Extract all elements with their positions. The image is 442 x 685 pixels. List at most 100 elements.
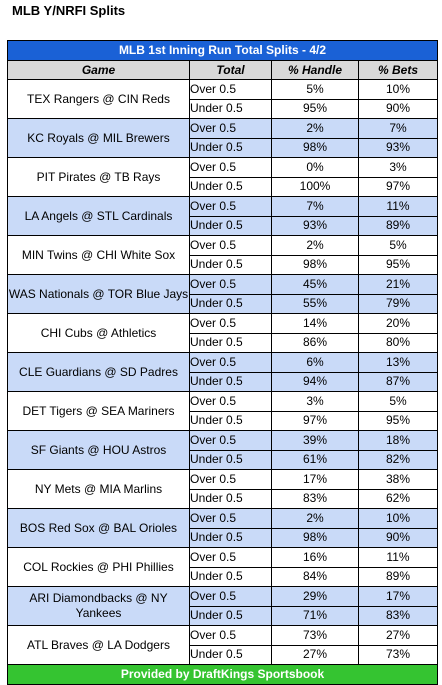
bets-cell: 20% <box>358 313 438 334</box>
handle-cell: 100% <box>271 176 359 197</box>
total-cell: Over 0.5 <box>189 391 272 412</box>
handle-cell: 3% <box>271 391 359 412</box>
table-row-over: ATL Braves @ LA Dodgers Over 0.5 73% 27% <box>7 625 438 665</box>
bets-cell: 10% <box>358 79 438 100</box>
game-cell: ATL Braves @ LA Dodgers <box>7 625 190 665</box>
handle-cell: 84% <box>271 566 359 587</box>
total-cell: Under 0.5 <box>189 488 272 509</box>
bets-cell: 83% <box>358 605 438 626</box>
bets-cell: 95% <box>358 254 438 275</box>
bets-cell: 73% <box>358 644 438 665</box>
game-cell: CLE Guardians @ SD Padres <box>7 352 190 392</box>
table-row-under: Under 0.5 94% 87% <box>8 371 438 392</box>
bets-cell: 62% <box>358 488 438 509</box>
table-row-under: Under 0.5 71% 83% <box>8 605 438 626</box>
total-cell: Under 0.5 <box>189 527 272 548</box>
handle-cell: 95% <box>271 98 359 119</box>
total-cell: Over 0.5 <box>189 586 272 607</box>
bets-cell: 90% <box>358 98 438 119</box>
bets-cell: 90% <box>358 527 438 548</box>
handle-cell: 73% <box>271 625 359 646</box>
table-row-over: TEX Rangers @ CIN Reds Over 0.5 5% 10% <box>7 79 438 119</box>
game-cell: MIN Twins @ CHI White Sox <box>7 235 190 275</box>
total-cell: Over 0.5 <box>189 430 272 451</box>
bets-cell: 89% <box>358 215 438 236</box>
handle-cell: 0% <box>271 157 359 178</box>
total-cell: Over 0.5 <box>189 274 272 295</box>
total-cell: Over 0.5 <box>189 469 272 490</box>
table-row-over: SF Giants @ HOU Astros Over 0.5 39% 18% <box>7 430 438 470</box>
game-cell: PIT Pirates @ TB Rays <box>7 157 190 197</box>
bets-cell: 21% <box>358 274 438 295</box>
bets-cell: 11% <box>358 196 438 217</box>
total-cell: Over 0.5 <box>189 547 272 568</box>
game-cell: SF Giants @ HOU Astros <box>7 430 190 470</box>
bets-cell: 3% <box>358 157 438 178</box>
game-cell: BOS Red Sox @ BAL Orioles <box>7 508 190 548</box>
table-footer: Provided by DraftKings Sportsbook <box>7 664 438 685</box>
bets-cell: 95% <box>358 410 438 431</box>
handle-cell: 45% <box>271 274 359 295</box>
table-row-under: Under 0.5 83% 62% <box>8 488 438 509</box>
handle-cell: 71% <box>271 605 359 626</box>
table-row-over: BOS Red Sox @ BAL Orioles Over 0.5 2% 10% <box>7 508 438 548</box>
game-cell: COL Rockies @ PHI Phillies <box>7 547 190 587</box>
total-cell: Under 0.5 <box>189 644 272 665</box>
total-cell: Under 0.5 <box>189 176 272 197</box>
table-row-over: WAS Nationals @ TOR Blue Jays Over 0.5 45%… <box>7 274 438 314</box>
handle-cell: 27% <box>271 644 359 665</box>
bets-cell: 7% <box>358 118 438 139</box>
total-cell: Over 0.5 <box>189 508 272 529</box>
bets-cell: 87% <box>358 371 438 392</box>
bets-cell: 5% <box>358 235 438 256</box>
column-header-row: Game Total % Handle % Bets <box>7 60 438 80</box>
table-row-under: Under 0.5 98% 90% <box>8 527 438 548</box>
handle-cell: 2% <box>271 508 359 529</box>
table-banner-row: MLB 1st Inning Run Total Splits - 4/2 <box>7 40 438 61</box>
column-header-handle: % Handle <box>271 60 359 80</box>
table-row-over: CHI Cubs @ Athletics Over 0.5 14% 20% <box>7 313 438 353</box>
bets-cell: 5% <box>358 391 438 412</box>
total-cell: Over 0.5 <box>189 235 272 256</box>
bets-cell: 38% <box>358 469 438 490</box>
game-cell: WAS Nationals @ TOR Blue Jays <box>7 274 190 314</box>
table-row-under: Under 0.5 84% 89% <box>8 566 438 587</box>
handle-cell: 17% <box>271 469 359 490</box>
handle-cell: 14% <box>271 313 359 334</box>
handle-cell: 5% <box>271 79 359 100</box>
total-cell: Under 0.5 <box>189 410 272 431</box>
handle-cell: 98% <box>271 137 359 158</box>
column-header-total: Total <box>189 60 272 80</box>
column-header-game: Game <box>7 60 190 80</box>
game-cell: TEX Rangers @ CIN Reds <box>7 79 190 119</box>
table-row-over: KC Royals @ MIL Brewers Over 0.5 2% 7% <box>7 118 438 158</box>
total-cell: Over 0.5 <box>189 625 272 646</box>
game-cell: KC Royals @ MIL Brewers <box>7 118 190 158</box>
total-cell: Under 0.5 <box>189 605 272 626</box>
table-row-over: MIN Twins @ CHI White Sox Over 0.5 2% 5% <box>7 235 438 275</box>
page-title: MLB Y/NRFI Splits <box>12 3 126 18</box>
handle-cell: 2% <box>271 235 359 256</box>
game-cell: DET Tigers @ SEA Mariners <box>7 391 190 431</box>
game-cell: LA Angels @ STL Cardinals <box>7 196 190 236</box>
table-row-over: NY Mets @ MIA Marlins Over 0.5 17% 38% <box>7 469 438 509</box>
handle-cell: 61% <box>271 449 359 470</box>
total-cell: Over 0.5 <box>189 313 272 334</box>
total-cell: Under 0.5 <box>189 332 272 353</box>
table-row-over: PIT Pirates @ TB Rays Over 0.5 0% 3% <box>7 157 438 197</box>
table-row-under: Under 0.5 100% 97% <box>8 176 438 197</box>
column-header-bets: % Bets <box>358 60 438 80</box>
table-banner: MLB 1st Inning Run Total Splits - 4/2 <box>7 40 438 61</box>
handle-cell: 98% <box>271 254 359 275</box>
total-cell: Under 0.5 <box>189 254 272 275</box>
handle-cell: 55% <box>271 293 359 314</box>
bets-cell: 82% <box>358 449 438 470</box>
table-row-under: Under 0.5 98% 95% <box>8 254 438 275</box>
table-row-over: COL Rockies @ PHI Phillies Over 0.5 16% 11% <box>7 547 438 587</box>
bets-cell: 89% <box>358 566 438 587</box>
handle-cell: 94% <box>271 371 359 392</box>
bets-cell: 93% <box>358 137 438 158</box>
handle-cell: 7% <box>271 196 359 217</box>
table-row-over: CLE Guardians @ SD Padres Over 0.5 6% 13% <box>7 352 438 392</box>
handle-cell: 16% <box>271 547 359 568</box>
